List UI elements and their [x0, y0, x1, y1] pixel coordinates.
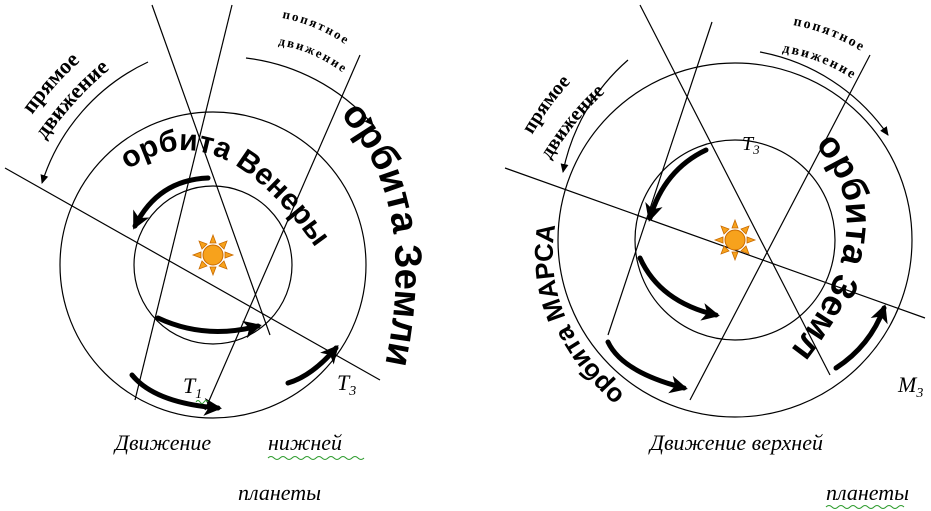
earth-motion-arrow [645, 147, 709, 222]
venus-motion-arrow [155, 315, 262, 339]
caption-line1a: Движение [113, 430, 211, 455]
sight-line [4, 167, 381, 381]
point-t1-label: T1 [183, 373, 202, 402]
venus-orbit-circle [133, 185, 293, 345]
caption-line1b: нижней [268, 430, 342, 455]
sight-line [689, 54, 871, 401]
earth-motion-arrow [637, 255, 720, 321]
prograde-direction-arrow [40, 61, 149, 184]
sun-icon [713, 218, 757, 262]
mars-orbit-circle [557, 62, 913, 418]
sun-icon [191, 233, 235, 277]
left-panel: прямое движение попятное движение орбита… [4, 4, 429, 505]
earth-orbit-label: орбита Земли [0, 0, 880, 370]
point-m3-label: M3 [897, 372, 923, 401]
earth-motion-arrow [285, 344, 339, 386]
sight-line [504, 167, 926, 319]
point-t3-label: T3 [337, 370, 356, 399]
earth-motion-arrow [129, 372, 222, 416]
caption-line1: Движение верхней [648, 430, 823, 455]
venus-motion-arrow [132, 175, 211, 230]
sight-line [151, 4, 271, 336]
caption-line2: планеты [826, 480, 909, 505]
sight-line [639, 4, 831, 376]
earth-orbit-circle [634, 139, 836, 341]
point-t3-label: T3 [742, 133, 760, 157]
retrograde-direction-arrow [759, 51, 889, 136]
sight-line [134, 4, 233, 401]
earth-orbit-label: орбита Земли [333, 94, 428, 370]
earth-orbit-circle [59, 111, 367, 419]
mars-motion-arrow [833, 304, 888, 371]
retrograde-direction-arrow [245, 57, 374, 126]
sight-line [607, 21, 713, 336]
prograde-direction-arrow [560, 59, 629, 173]
mars-motion-arrow [605, 339, 688, 394]
caption-line2: планеты [238, 480, 321, 505]
venus-orbit-label: орбита Венеры [114, 124, 336, 252]
sight-line [204, 54, 361, 411]
